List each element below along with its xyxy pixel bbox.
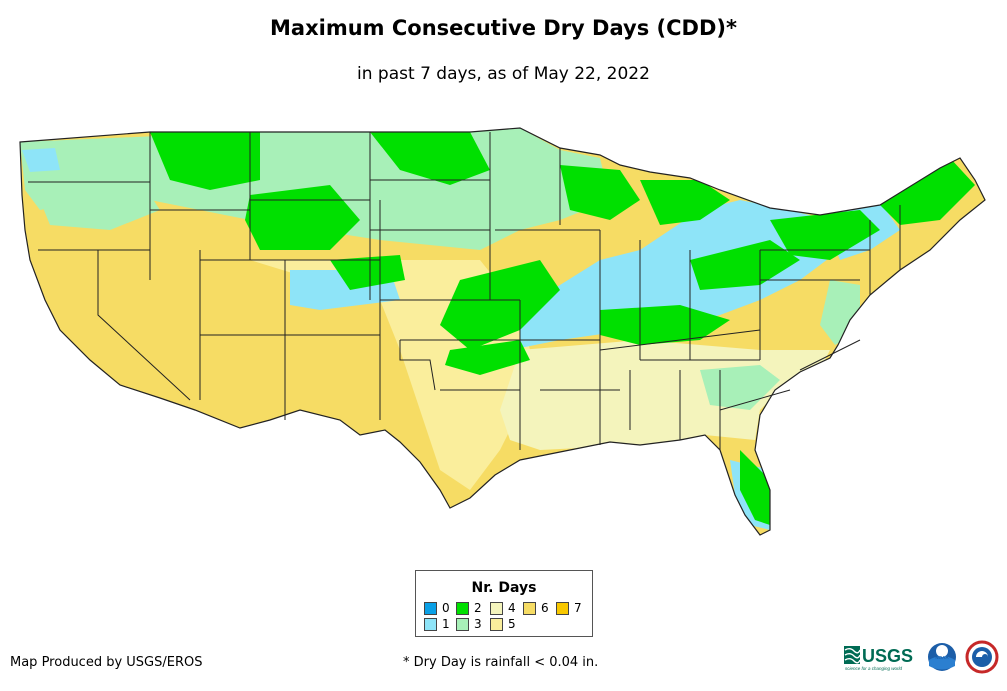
legend-label-6: 6	[541, 601, 549, 615]
legend-label-1: 1	[442, 617, 450, 631]
dry-day-footnote: * Dry Day is rainfall < 0.04 in.	[403, 655, 599, 670]
nws-logo	[965, 640, 999, 674]
legend-item-7: 7	[556, 602, 582, 615]
legend-item-6: 6	[523, 602, 549, 615]
legend-label-2: 2	[474, 601, 482, 615]
legend-swatch-4	[490, 602, 503, 615]
legend-label-0: 0	[442, 601, 450, 615]
conus-cdd-map	[19, 127, 986, 536]
legend-item-0: 0	[424, 602, 450, 615]
legend-item-3: 3	[456, 618, 482, 631]
legend-swatch-0	[424, 602, 437, 615]
noaa-logo: NOAA	[928, 643, 956, 671]
legend-swatch-3	[456, 618, 469, 631]
legend-item-1: 1	[424, 618, 450, 631]
legend-item-4: 4	[490, 602, 516, 615]
agency-logos: USGS science for a changing world NOAA	[844, 640, 999, 674]
usgs-logo: USGS science for a changing world	[844, 646, 913, 671]
legend-title: Nr. Days	[471, 580, 537, 596]
legend-label-4: 4	[508, 601, 516, 615]
legend-swatch-1	[424, 618, 437, 631]
legend-label-3: 3	[474, 617, 482, 631]
map-credit: Map Produced by USGS/EROS	[10, 655, 203, 670]
legend-swatch-5	[490, 618, 503, 631]
legend-label-7: 7	[574, 601, 582, 615]
map-subtitle: in past 7 days, as of May 22, 2022	[357, 64, 650, 84]
legend-swatch-2	[456, 602, 469, 615]
noaa-text: NOAA	[935, 655, 949, 660]
usgs-tagline: science for a changing world	[845, 666, 903, 671]
legend-item-2: 2	[456, 602, 482, 615]
legend-label-5: 5	[508, 617, 516, 631]
usgs-text: USGS	[862, 646, 913, 666]
legend: Nr. Days 0 1 2 3 4 5 6 7	[415, 570, 593, 637]
legend-swatch-7	[556, 602, 569, 615]
legend-item-5: 5	[490, 618, 516, 631]
legend-swatch-6	[523, 602, 536, 615]
map-title: Maximum Consecutive Dry Days (CDD)*	[270, 16, 737, 40]
